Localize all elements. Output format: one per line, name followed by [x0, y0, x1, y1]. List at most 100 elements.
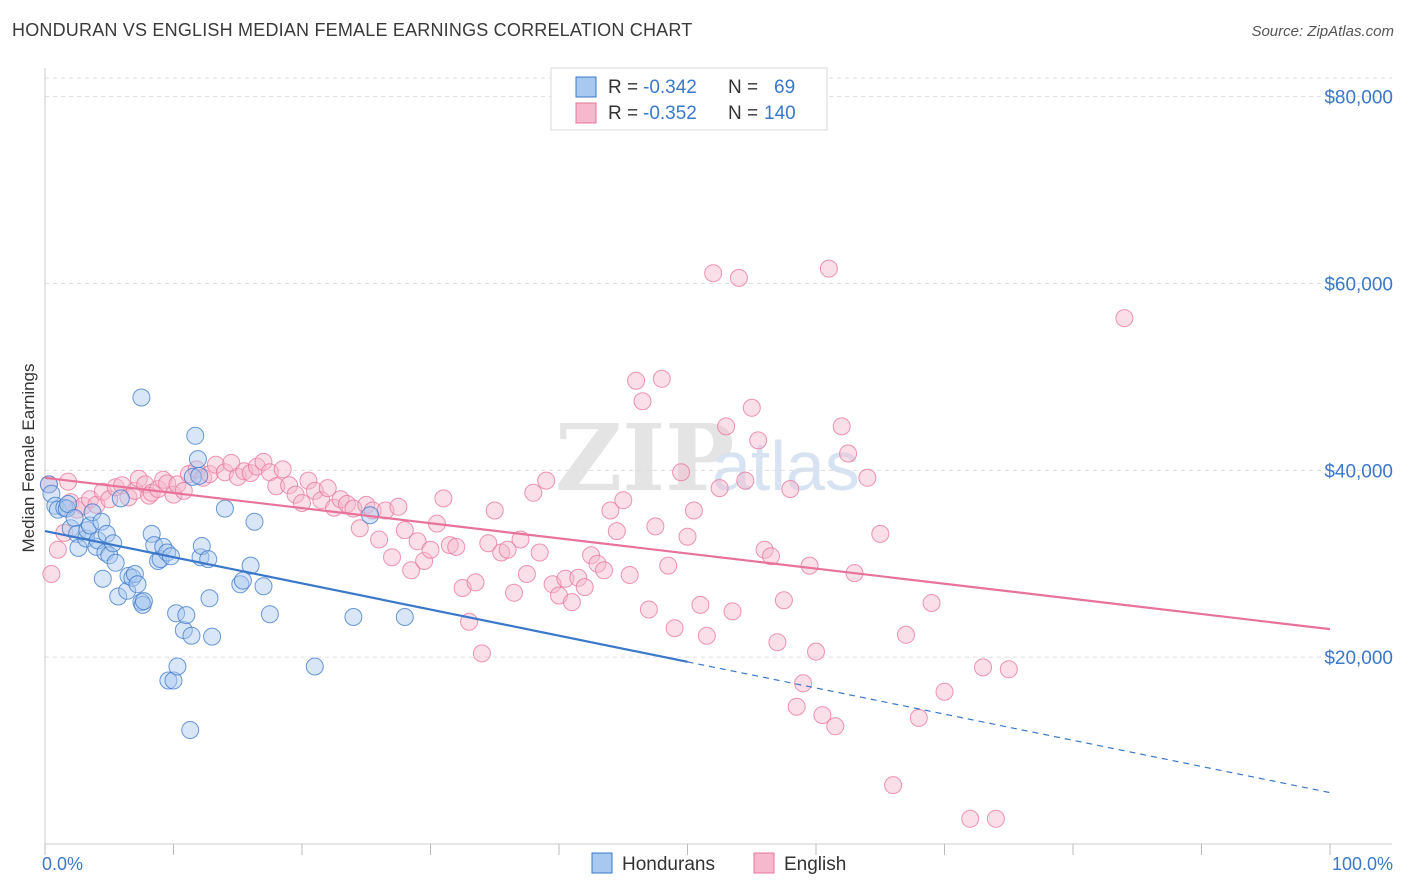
english-point	[678, 527, 697, 546]
english-point	[562, 593, 581, 612]
honduran-point	[83, 503, 102, 522]
english-point	[897, 625, 915, 644]
honduran-point	[93, 569, 112, 588]
english-point	[402, 561, 421, 580]
english-point	[807, 642, 825, 661]
english-point	[434, 489, 453, 508]
english-point	[742, 398, 761, 417]
english-point	[273, 460, 292, 479]
x-tick-label: 0.0%	[42, 854, 83, 874]
english-point	[620, 566, 639, 584]
english-point	[479, 534, 498, 553]
english-point	[633, 392, 652, 411]
chart-title: HONDURAN VS ENGLISH MEDIAN FEMALE EARNIN…	[12, 20, 693, 40]
english-point	[704, 264, 723, 283]
english-point	[318, 479, 337, 498]
legend-n-value: 69	[774, 77, 795, 98]
legend-n-value: 140	[764, 103, 796, 124]
english-point	[961, 809, 980, 828]
english-point	[614, 491, 633, 510]
english-point	[909, 708, 928, 727]
honduran-point	[134, 592, 153, 611]
english-point	[280, 476, 299, 495]
honduran-point	[159, 671, 178, 690]
honduran-point	[100, 546, 119, 565]
legend-r-label: R =	[608, 103, 638, 124]
english-point	[639, 600, 658, 619]
english-point	[986, 809, 1005, 828]
english-point	[350, 519, 369, 538]
honduran-point	[111, 489, 130, 508]
legend-swatch-hondurans	[575, 76, 597, 98]
honduran-point	[164, 671, 183, 690]
english-point	[505, 583, 523, 602]
honduran-point	[344, 608, 363, 626]
honduran-point	[181, 721, 200, 739]
bottom-legend-hondurans: Hondurans	[622, 854, 715, 875]
english-point	[530, 543, 549, 562]
honduran-point	[106, 553, 125, 572]
y-tick-label: $60,000	[1324, 275, 1393, 296]
english-point	[787, 697, 806, 716]
honduran-point	[182, 626, 201, 645]
legend-swatch-english	[575, 102, 597, 124]
english-point	[800, 556, 819, 575]
english-point	[755, 540, 774, 559]
bottom-legend-english: English	[784, 854, 846, 875]
english-point	[871, 524, 890, 543]
honduran-point	[188, 450, 207, 469]
bottom-legend: Hondurans English	[591, 852, 846, 875]
english-point	[691, 595, 710, 614]
english-point	[42, 565, 61, 583]
english-point	[472, 644, 491, 663]
english-point	[421, 540, 440, 559]
legend-n-label: N =	[728, 77, 758, 98]
honduran-point	[260, 605, 279, 624]
english-point	[254, 452, 273, 471]
english-point	[627, 371, 646, 390]
honduran-point	[128, 575, 147, 594]
honduran-point	[215, 499, 234, 518]
honduran-point	[125, 565, 144, 583]
honduran-point	[245, 512, 264, 531]
honduran-point	[109, 587, 128, 606]
english-point	[370, 530, 389, 549]
honduran-point	[241, 556, 260, 575]
english-point	[331, 490, 350, 509]
english-point	[935, 682, 954, 701]
english-point	[665, 619, 684, 638]
honduran-point	[81, 516, 99, 535]
honduran-point	[97, 524, 116, 543]
english-point	[415, 552, 434, 570]
english-point	[575, 578, 594, 597]
english-point	[517, 565, 536, 583]
honduran-trend-extension	[687, 661, 1331, 794]
english-trend-line	[44, 476, 1331, 631]
honduran-point	[305, 657, 324, 676]
y-tick-label: $20,000	[1324, 648, 1393, 669]
english-point	[395, 521, 414, 540]
english-point	[556, 569, 575, 588]
english-point	[601, 501, 620, 520]
english-point	[723, 602, 742, 621]
english-point	[819, 259, 838, 278]
english-point	[569, 568, 588, 587]
english-point	[498, 540, 517, 559]
english-point	[697, 626, 716, 645]
english-point	[241, 464, 260, 483]
honduran-point	[203, 627, 222, 646]
honduran-point	[42, 484, 61, 503]
english-point	[884, 776, 903, 795]
english-point	[466, 573, 485, 592]
honduran-point	[192, 537, 211, 555]
legend-r-value: -0.352	[643, 103, 697, 124]
y-tick-label: $40,000	[1324, 461, 1393, 482]
honduran-point	[200, 589, 219, 608]
english-point	[922, 594, 941, 612]
english-point	[646, 517, 665, 536]
english-point	[762, 547, 780, 566]
english-point	[389, 497, 408, 516]
honduran-point	[177, 606, 196, 625]
axes: $20,000 $40,000 $60,000 $80,000 0.0% 100.0%	[42, 68, 1393, 874]
